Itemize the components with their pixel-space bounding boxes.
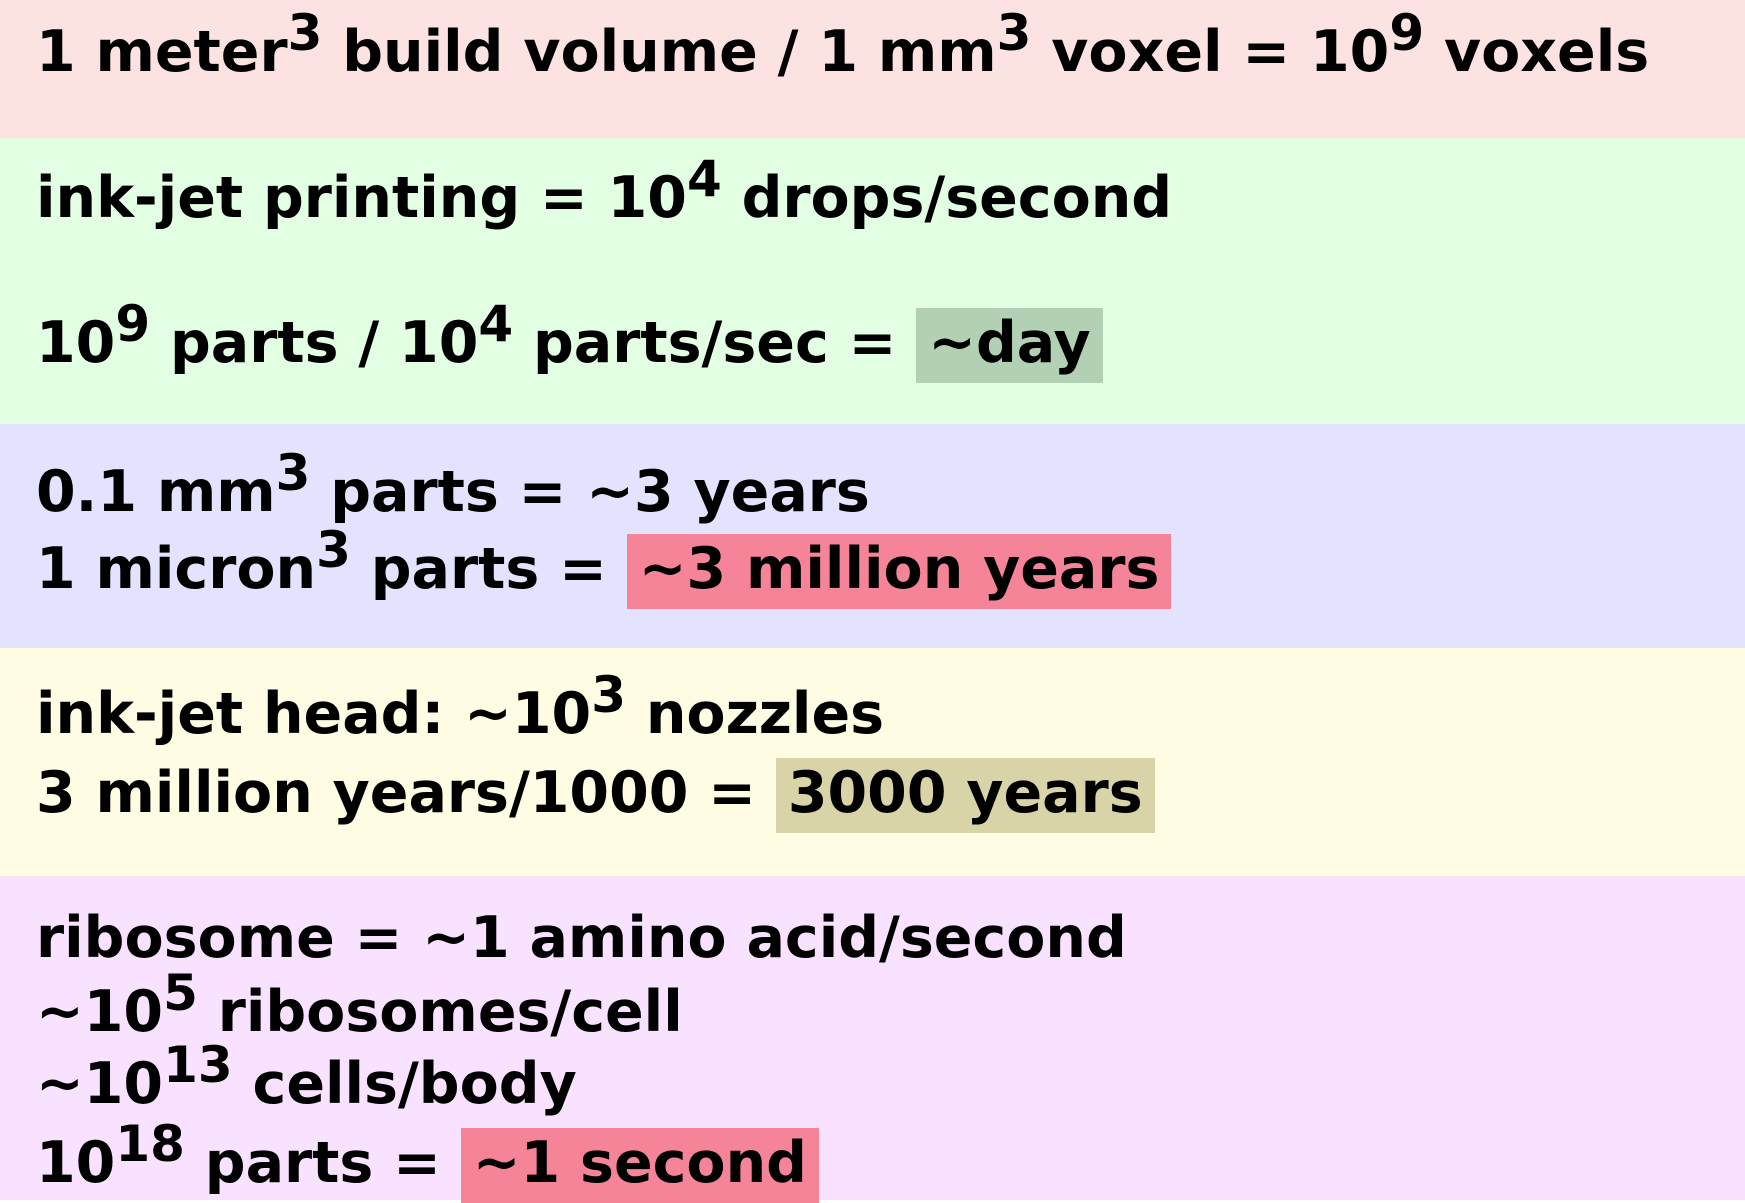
inkjet-time-line: 109 parts / 104 parts/sec = ~day <box>36 299 1103 384</box>
voxel-text-4: voxels <box>1424 19 1650 85</box>
nozzle-text-1: ink-jet head: ~10 <box>36 681 592 747</box>
inkjet-time-exp-2: 4 <box>478 295 514 353</box>
body-text-1: 10 <box>36 1130 116 1196</box>
inkjet-rate-text-1: ink-jet printing = 10 <box>36 165 687 231</box>
biology-band: ribosome = ~1 amino acid/second ~105 rib… <box>0 876 1745 1203</box>
body-parts-line: 1018 parts = ~1 second <box>36 1119 819 1203</box>
voxel-exp-3: 9 <box>1389 4 1425 62</box>
inkjet-time-text-2: parts / 10 <box>150 310 479 376</box>
nozzle-text-2: nozzles <box>626 681 885 747</box>
ribosome-text: ribosome = ~1 amino acid/second <box>36 905 1127 971</box>
voxel-count-line: 1 meter3 build volume / 1 mm3 voxel = 10… <box>36 8 1649 81</box>
voxel-text-3: voxel = 10 <box>1031 19 1390 85</box>
inkjet-time-text-3: parts/sec = <box>513 310 917 376</box>
ribosomes-per-cell-line: ~105 ribosomes/cell <box>36 968 683 1041</box>
inkjet-band: ink-jet printing = 104 drops/second 109 … <box>0 138 1745 424</box>
nozzle-exp: 3 <box>591 666 626 724</box>
inkjet-rate-exp: 4 <box>686 150 722 208</box>
ribosomes-exp: 5 <box>163 964 198 1022</box>
ribosomes-text-2: ribosomes/cell <box>197 979 683 1045</box>
nozzle-band: ink-jet head: ~103 nozzles 3 million yea… <box>0 648 1745 876</box>
voxel-exp-2: 3 <box>996 4 1032 62</box>
nozzle-time-text: 3 million years/1000 = <box>36 760 776 826</box>
mm-exp: 3 <box>275 444 311 502</box>
inkjet-rate-line: ink-jet printing = 104 drops/second <box>36 154 1172 227</box>
thousand-years-highlight: 3000 years <box>775 758 1155 834</box>
body-exp: 18 <box>115 1115 185 1173</box>
cells-text-1: ~10 <box>36 1051 164 1117</box>
mm-parts-line: 0.1 mm3 parts = ~3 years <box>36 448 870 521</box>
voxel-text-1: 1 meter <box>36 19 288 85</box>
nozzle-count-line: ink-jet head: ~103 nozzles <box>36 670 884 743</box>
ribosome-rate-line: ribosome = ~1 amino acid/second <box>36 910 1127 967</box>
voxel-text-2: build volume / 1 mm <box>322 19 997 85</box>
micron-exp: 3 <box>316 521 351 579</box>
inkjet-time-text-1: 10 <box>36 310 116 376</box>
nozzle-time-line: 3 million years/1000 = 3000 years <box>36 758 1155 834</box>
million-years-highlight: ~3 million years <box>626 534 1172 610</box>
body-text-2: parts = <box>184 1130 461 1196</box>
one-second-highlight: ~1 second <box>460 1128 819 1203</box>
mm-text-2: parts = ~3 years <box>310 459 870 525</box>
voxel-exp-1: 3 <box>287 4 323 62</box>
day-highlight: ~day <box>916 308 1103 384</box>
cells-exp: 13 <box>163 1036 233 1094</box>
cells-per-body-line: ~1013 cells/body <box>36 1040 577 1113</box>
micron-text-1: 1 micron <box>36 536 317 602</box>
inkjet-rate-text-2: drops/second <box>721 165 1173 231</box>
ribosomes-text-1: ~10 <box>36 979 164 1045</box>
micron-text-2: parts = <box>350 536 627 602</box>
inkjet-time-exp-1: 9 <box>115 295 151 353</box>
cells-text-2: cells/body <box>232 1051 577 1117</box>
mm-text-1: 0.1 mm <box>36 459 276 525</box>
micron-parts-line: 1 micron3 parts = ~3 million years <box>36 525 1172 610</box>
voxel-band: 1 meter3 build volume / 1 mm3 voxel = 10… <box>0 0 1745 138</box>
scaling-band: 0.1 mm3 parts = ~3 years 1 micron3 parts… <box>0 424 1745 648</box>
